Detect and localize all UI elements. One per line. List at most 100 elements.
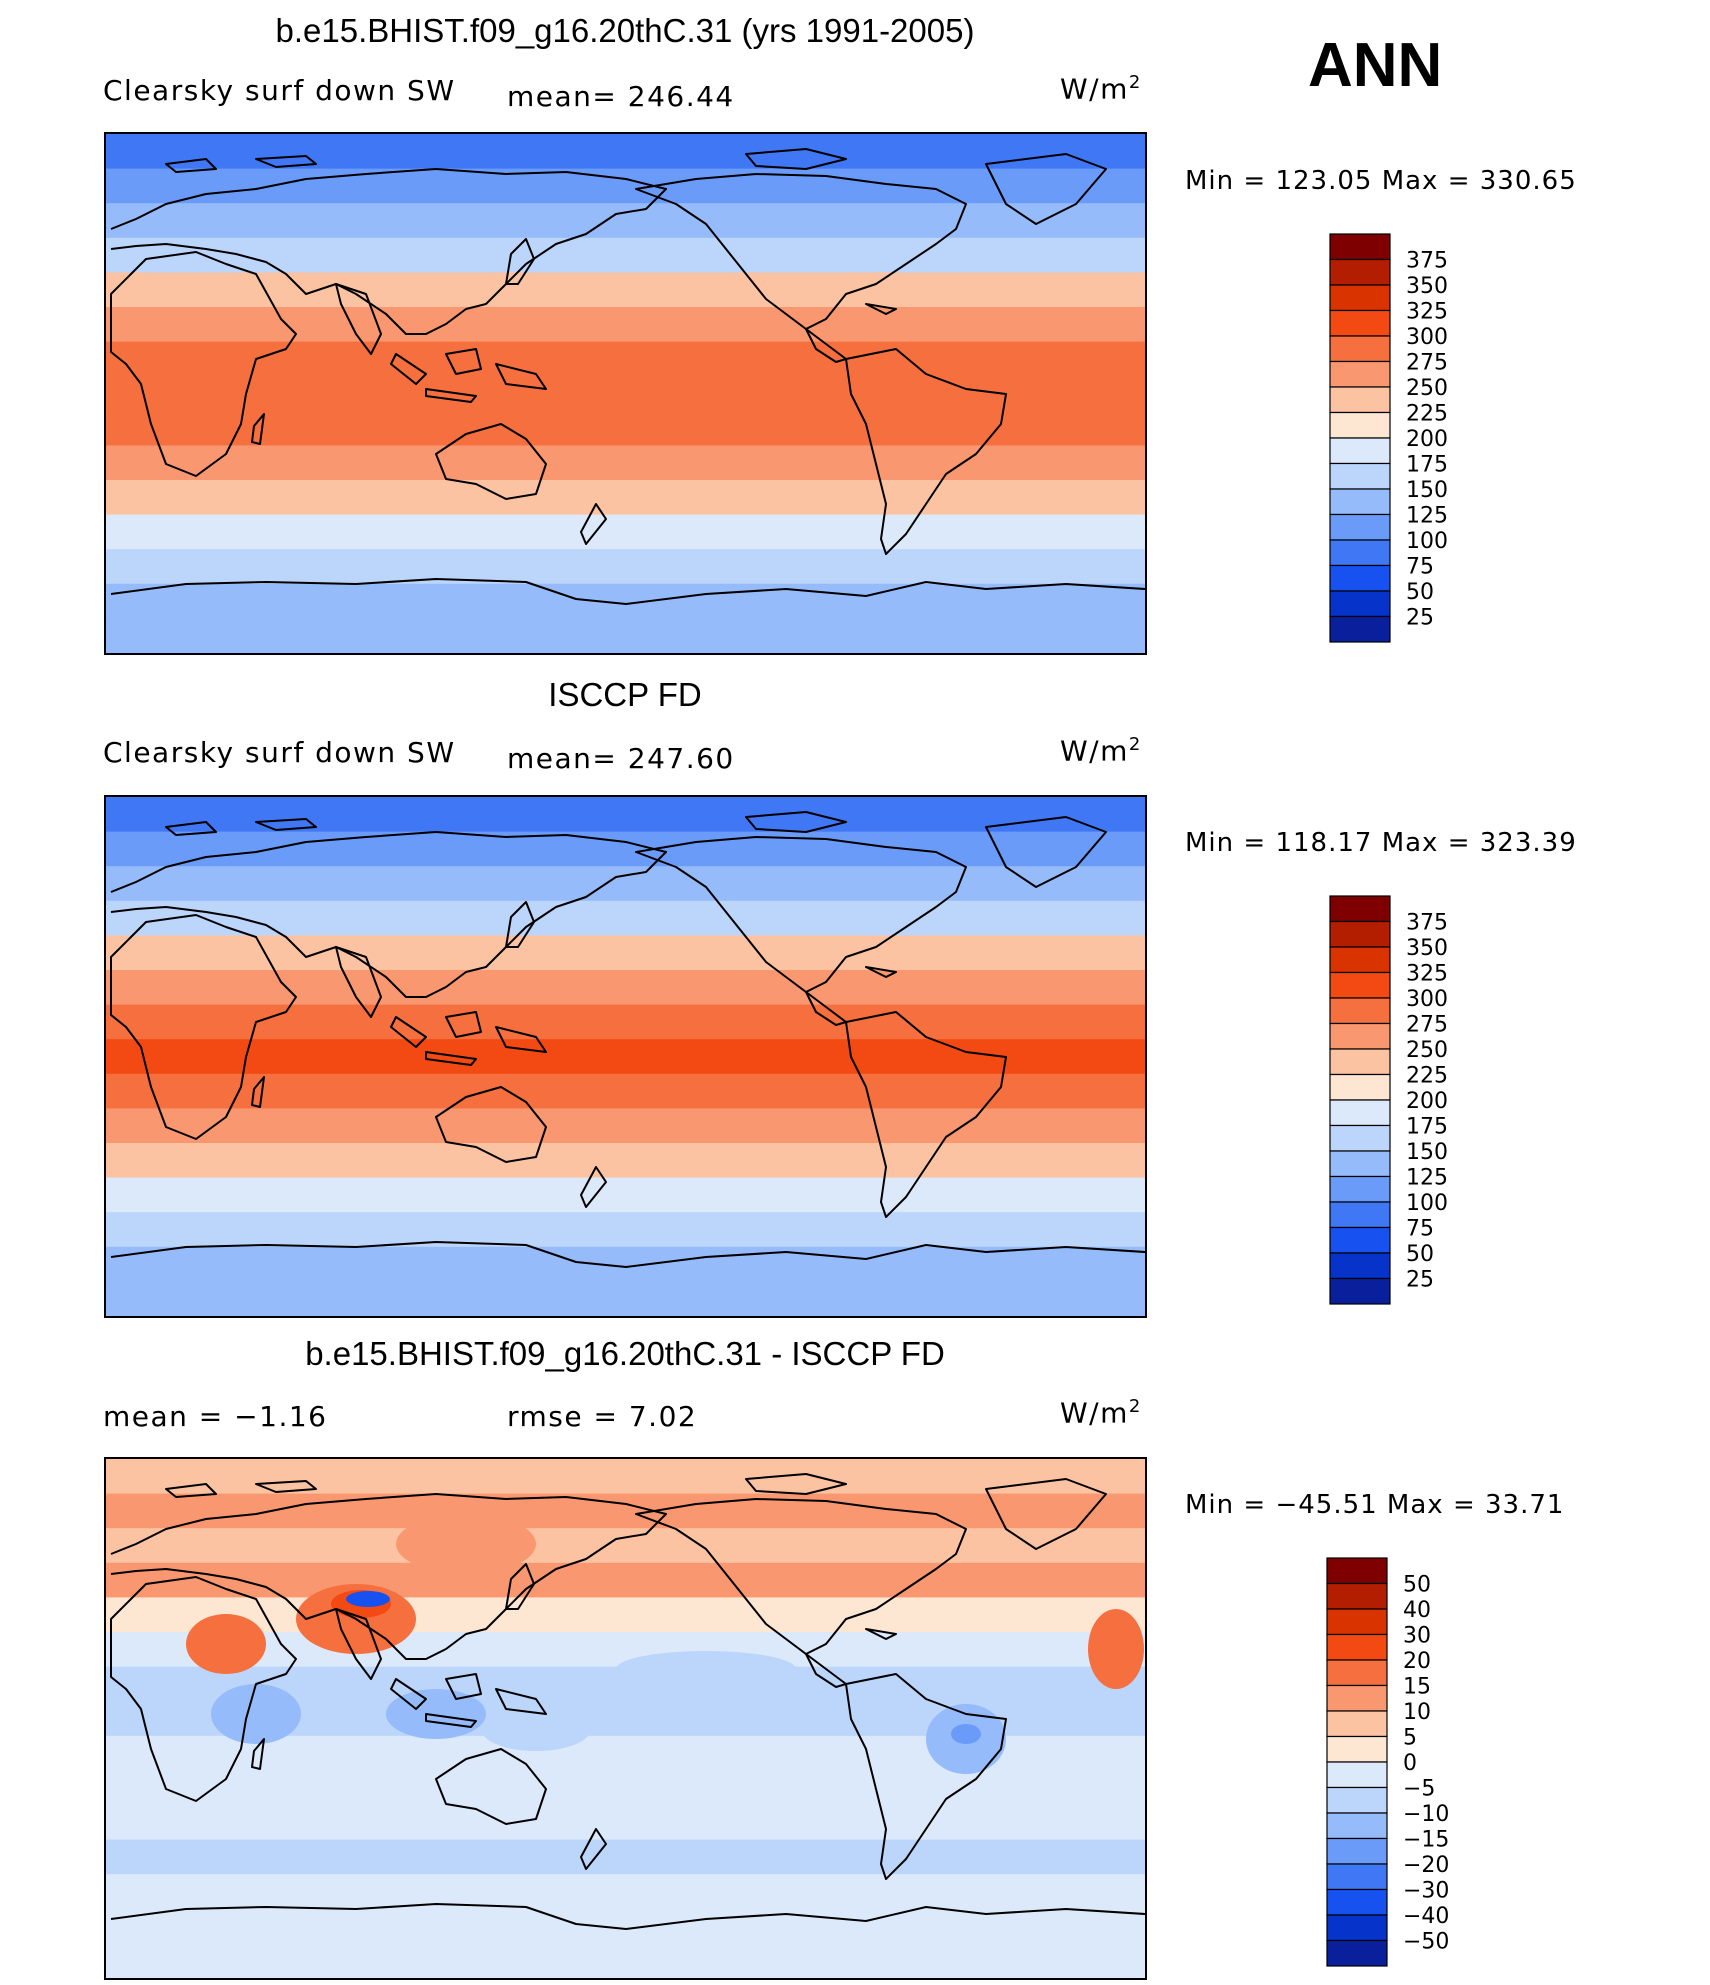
- colorbar-cell: [1329, 1277, 1391, 1305]
- contour-band: [106, 307, 1145, 343]
- colorbar-cell: [1329, 1150, 1391, 1178]
- colorbar-cell: [1326, 1557, 1388, 1585]
- colorbar-tick-label: −40: [1403, 1904, 1449, 1929]
- colorbar-cell: [1329, 309, 1391, 337]
- panel3-units: W/m2: [1060, 1396, 1142, 1430]
- panel3-contour-bands: [106, 1459, 1145, 1978]
- contour-band: [106, 1281, 1145, 1316]
- colorbar-cell: [1329, 258, 1391, 286]
- colorbar-tick-label: −15: [1403, 1828, 1449, 1853]
- contour-band: [106, 341, 1145, 378]
- colorbar-cell: [1326, 1914, 1388, 1942]
- colorbar-tick-label: 75: [1406, 1217, 1434, 1242]
- panel3-mean-label: mean = −1.16: [103, 1400, 328, 1433]
- panel2-mean-label: mean= 247.60: [507, 742, 735, 775]
- contour-band: [106, 1493, 1145, 1530]
- contour-band: [106, 583, 1145, 620]
- panel2-minmax: Min = 118.17 Max = 323.39: [1185, 828, 1577, 858]
- contour-band: [106, 410, 1145, 447]
- contour-band: [106, 237, 1145, 274]
- colorbar-tick-label: 100: [1406, 529, 1448, 554]
- colorbar-cell: [1326, 1837, 1388, 1865]
- panel1-map-field: [106, 134, 1145, 653]
- colorbar-tick-label: 50: [1403, 1573, 1431, 1598]
- colorbar-tick-label: 50: [1406, 1242, 1434, 1267]
- panel1-colorbar-svg: 3753503253002752502252001751501251007550…: [1329, 233, 1448, 643]
- colorbar-tick-label: 175: [1406, 453, 1448, 478]
- colorbar-cell: [1329, 920, 1391, 948]
- panel3-title: b.e15.BHIST.f09_g16.20thC.31 - ISCCP FD: [305, 1335, 945, 1372]
- colorbar-cell: [1326, 1659, 1388, 1687]
- colorbar-tick-label: 150: [1406, 1140, 1448, 1165]
- contour-band: [106, 1073, 1145, 1110]
- colorbar-cell: [1329, 462, 1391, 490]
- colorbar-tick-label: −50: [1403, 1930, 1449, 1955]
- contour-band: [106, 1459, 1145, 1495]
- colorbar-cell: [1329, 997, 1391, 1025]
- contour-band: [106, 514, 1145, 551]
- colorbar-cell: [1329, 539, 1391, 567]
- colorbar-tick-label: 350: [1406, 274, 1448, 299]
- panel2-map: [104, 795, 1147, 1318]
- colorbar-tick-label: 325: [1406, 962, 1448, 987]
- colorbar-tick-label: 375: [1406, 911, 1448, 936]
- contour-band: [106, 1805, 1145, 1841]
- colorbar-tick-label: 275: [1406, 1013, 1448, 1038]
- colorbar-cell: [1326, 1582, 1388, 1610]
- contour-band: [106, 203, 1145, 239]
- colorbar-tick-label: 25: [1406, 1268, 1434, 1293]
- contour-band: [106, 480, 1145, 516]
- colorbar-cell: [1326, 1786, 1388, 1814]
- colorbar-cell: [1329, 1226, 1391, 1254]
- contour-band: [106, 831, 1145, 868]
- panel1-contour-bands: [106, 134, 1145, 653]
- colorbar-tick-label: −20: [1403, 1853, 1449, 1878]
- panel1-minmax: Min = 123.05 Max = 330.65: [1185, 166, 1577, 196]
- colorbar-cell: [1326, 1735, 1388, 1763]
- contour-band: [106, 1562, 1145, 1599]
- colorbar-tick-label: 100: [1406, 1191, 1448, 1216]
- colorbar-cell: [1326, 1863, 1388, 1891]
- panel3-colorbar: 50 40 30 20 15 10 5 0 −5 −10 −15 −20 −30 −40 −50: [1326, 1557, 1487, 1970]
- colorbar-tick-label: 200: [1406, 1089, 1448, 1114]
- panel1-colorbar: 375 350 325 300 275 250 225 200 175 150 125 100 75 50…: [1329, 233, 1490, 646]
- colorbar-cell: [1329, 1099, 1391, 1127]
- colorbar-cell: [1329, 1124, 1391, 1152]
- colorbar-cell: [1326, 1684, 1388, 1712]
- colorbar-tick-label: 250: [1406, 376, 1448, 401]
- panel2-units: W/m2: [1060, 734, 1142, 768]
- colorbar-cell: [1329, 1201, 1391, 1229]
- contour-band: [106, 1177, 1145, 1214]
- panel1-title: b.e15.BHIST.f09_g16.20thC.31 (yrs 1991-2…: [275, 12, 975, 49]
- colorbar-tick-label: 225: [1406, 1064, 1448, 1089]
- contour-band: [106, 549, 1145, 585]
- colorbar-cell: [1329, 386, 1391, 414]
- panel2-map-field: [106, 797, 1145, 1316]
- contour-band: [106, 1597, 1145, 1633]
- panel3-map-field: [106, 1459, 1145, 1978]
- colorbar-tick-label: 25: [1406, 606, 1434, 631]
- contour-band: [106, 445, 1145, 481]
- contour-band: [106, 1943, 1145, 1978]
- contour-band: [106, 1246, 1145, 1283]
- colorbar-cell: [1329, 946, 1391, 974]
- colorbar-cell: [1329, 1175, 1391, 1203]
- colorbar-cell: [1329, 233, 1391, 261]
- colorbar-tick-label: −10: [1403, 1802, 1449, 1827]
- colorbar-cell: [1326, 1608, 1388, 1636]
- colorbar-cell: [1326, 1939, 1388, 1967]
- contour-band: [106, 1770, 1145, 1806]
- panel2-colorbar-svg: 3753503253002752502252001751501251007550…: [1329, 895, 1448, 1305]
- contour-band: [106, 376, 1145, 412]
- contour-band: [106, 1874, 1145, 1910]
- contour-band: [106, 1039, 1145, 1075]
- colorbar-cell: [1326, 1812, 1388, 1840]
- colorbar-tick-label: 300: [1406, 325, 1448, 350]
- colorbar-cell: [1329, 411, 1391, 439]
- panel3-rmse-label: rmse = 7.02: [507, 1400, 698, 1433]
- colorbar-tick-label: 5: [1403, 1726, 1417, 1751]
- panel1-units: W/m2: [1060, 72, 1142, 106]
- contour-band: [106, 272, 1145, 308]
- colorbar-cell: [1329, 615, 1391, 643]
- colorbar-tick-label: 275: [1406, 351, 1448, 376]
